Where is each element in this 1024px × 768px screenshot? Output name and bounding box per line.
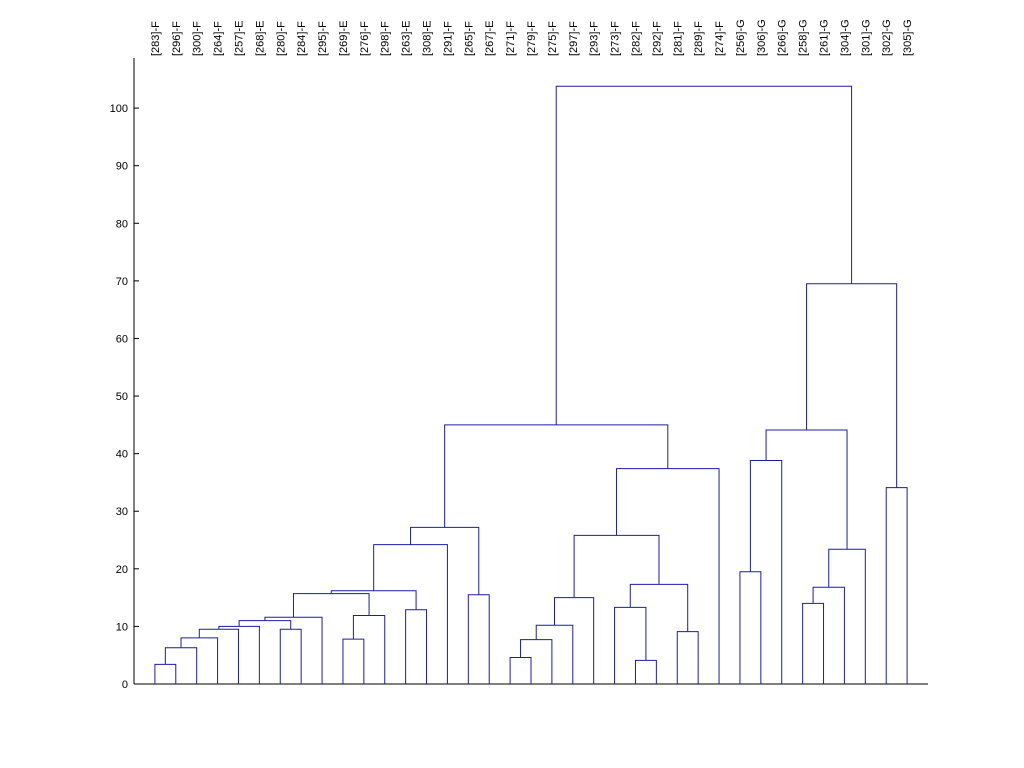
dendrogram-link xyxy=(444,424,669,528)
dendrogram-link xyxy=(180,637,219,684)
dendrogram-link xyxy=(238,620,292,630)
dendrogram-link xyxy=(885,487,908,684)
leaf-label: [276]-F xyxy=(359,21,371,56)
dendrogram-link xyxy=(614,606,647,684)
leaf-label: [291]-F xyxy=(442,21,454,56)
leaf-label: [261]-G xyxy=(819,19,831,56)
leaf-label: [284]-F xyxy=(296,21,308,56)
dendrogram-link xyxy=(806,283,898,488)
leaf-label: [264]-F xyxy=(213,21,225,56)
leaf-label: [267]-E xyxy=(484,21,496,56)
leaf-label: [292]-F xyxy=(651,21,663,56)
leaf-label: [280]-F xyxy=(275,21,287,56)
leaf-label: [296]-F xyxy=(171,21,183,56)
leaf-label: [273]-F xyxy=(610,21,622,56)
dendrogram-link xyxy=(410,526,480,595)
leaf-label: [295]-F xyxy=(317,21,329,56)
leaf-label: [306]-G xyxy=(756,19,768,56)
dendrogram-link xyxy=(292,593,370,618)
leaf-label: [266]-G xyxy=(777,19,789,56)
leaf-label: [271]-F xyxy=(505,21,517,56)
dendrogram-link xyxy=(330,590,417,610)
leaf-label: [300]-F xyxy=(192,21,204,56)
leaf-label: [301]-G xyxy=(860,19,872,56)
dendrogram-link xyxy=(749,460,783,684)
leaf-label: [269]-E xyxy=(338,21,350,56)
dendrogram-link xyxy=(279,628,302,684)
leaf-label: [298]-F xyxy=(380,21,392,56)
leaf-label: [279]-F xyxy=(526,21,538,56)
dendrogram-link xyxy=(509,657,532,684)
leaf-label: [281]-F xyxy=(672,21,684,56)
leaf-label: [265]-F xyxy=(463,21,475,56)
leaf-label: [293]-F xyxy=(589,21,601,56)
y-tick-label: 30 xyxy=(116,506,128,518)
leaf-label: [274]-F xyxy=(714,21,726,56)
dendrogram-link xyxy=(467,594,490,684)
leaf-label: [304]-G xyxy=(839,19,851,56)
y-tick-label: 0 xyxy=(122,679,128,691)
dendrogram-link xyxy=(739,571,762,684)
y-tick-label: 70 xyxy=(116,276,128,288)
dendrogram-link xyxy=(629,583,689,632)
dendrogram-link xyxy=(765,429,848,550)
dendrogram-link xyxy=(676,631,699,684)
leaf-label: [282]-F xyxy=(630,21,642,56)
leaf-label: [289]-F xyxy=(693,21,705,56)
leaf-label: [297]-F xyxy=(568,21,580,56)
dendrogram-link xyxy=(373,544,448,684)
y-tick-label: 90 xyxy=(116,161,128,173)
dendrogram-link xyxy=(218,625,260,684)
leaf-label: [257]-E xyxy=(233,21,245,56)
dendrogram-link xyxy=(264,616,323,684)
leaf-label: [283]-F xyxy=(150,21,162,56)
dendrogram-link xyxy=(554,597,595,684)
dendrogram-link xyxy=(405,609,428,684)
y-tick-label: 60 xyxy=(116,333,128,345)
dendrogram-link xyxy=(154,663,177,684)
y-tick-label: 40 xyxy=(116,449,128,461)
dendrogram-link xyxy=(164,647,198,684)
leaf-label: [302]-G xyxy=(881,19,893,56)
leaf-label: [256]-G xyxy=(735,19,747,56)
dendrogram-link xyxy=(352,614,386,684)
dendrogram-link xyxy=(616,468,720,684)
leaf-label: [258]-G xyxy=(798,19,810,56)
dendrogram-link xyxy=(828,548,866,684)
leaf-label: [268]-E xyxy=(254,21,266,56)
y-tick-label: 10 xyxy=(116,621,128,633)
dendrogram-link xyxy=(520,639,553,684)
leaf-label: [305]-G xyxy=(902,19,914,56)
dendrogram-link xyxy=(802,602,825,684)
dendrogram-link xyxy=(812,586,845,684)
dendrogram-link xyxy=(198,628,239,684)
y-tick-label: 20 xyxy=(116,564,128,576)
dendrogram-link xyxy=(555,85,853,425)
dendrogram-link xyxy=(535,624,574,684)
leaf-label: [308]-E xyxy=(422,21,434,56)
y-tick-label: 100 xyxy=(110,103,128,115)
dendrogram-link xyxy=(573,534,660,598)
y-tick-label: 50 xyxy=(116,391,128,403)
dendrogram-link xyxy=(342,638,365,684)
dendrogram-link xyxy=(634,659,657,684)
leaf-label: [263]-E xyxy=(401,21,413,56)
y-tick-label: 80 xyxy=(116,218,128,230)
leaf-label: [275]-F xyxy=(547,21,559,56)
